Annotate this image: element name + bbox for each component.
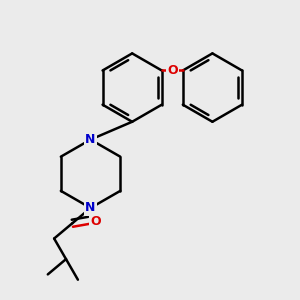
Text: O: O <box>167 64 178 77</box>
Text: O: O <box>90 215 101 228</box>
Text: N: N <box>85 133 96 146</box>
Text: N: N <box>85 202 96 214</box>
